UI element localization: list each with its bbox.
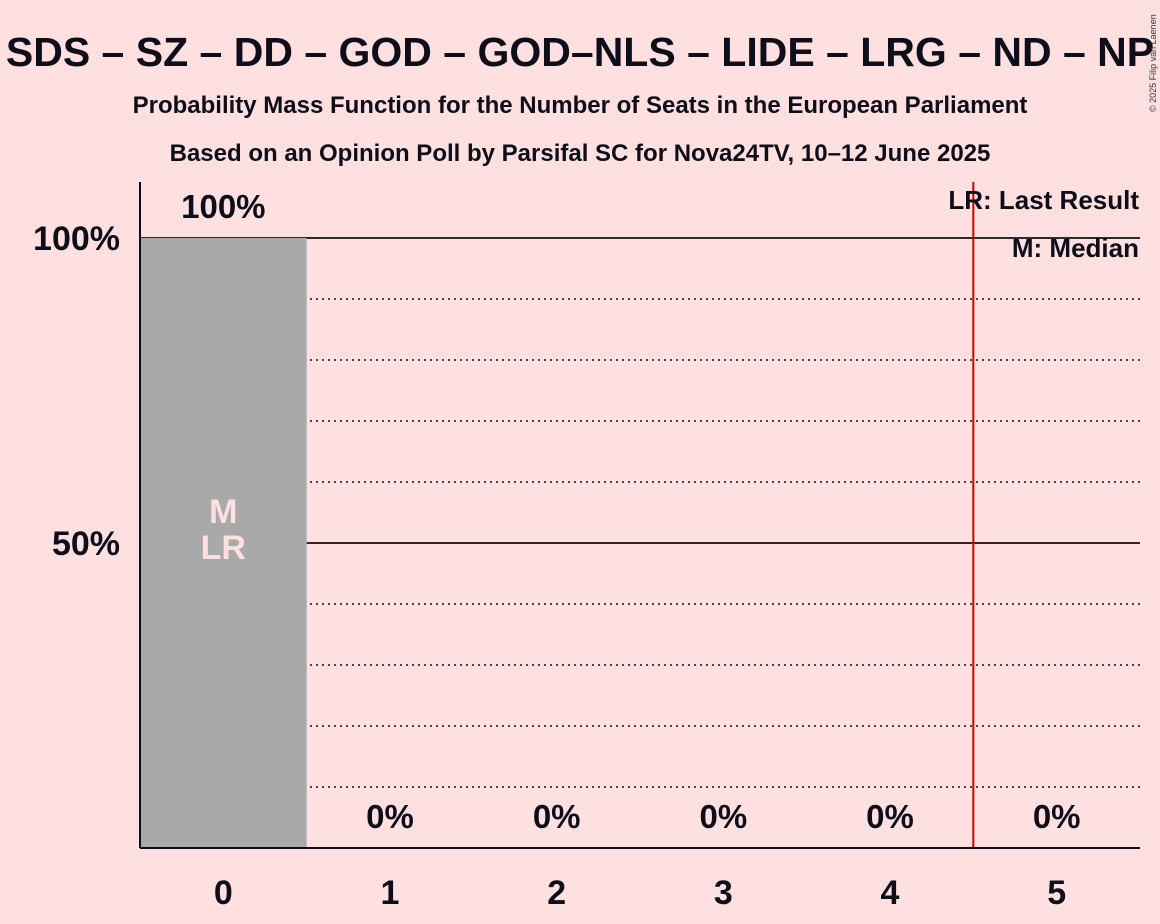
copyright-notice: © 2025 Filip van Laenen	[1148, 14, 1158, 112]
x-tick-label: 5	[1047, 874, 1066, 912]
x-tick-label: 0	[214, 874, 233, 912]
bar-0	[140, 238, 307, 848]
last-result-marker: LR	[201, 529, 246, 567]
x-tick-label: 1	[381, 874, 400, 912]
median-marker: M	[209, 493, 237, 531]
chart-subtitle: Probability Mass Function for the Number…	[133, 92, 1028, 119]
y-axis-ticks: 50% 100%	[33, 220, 120, 563]
data-label-0: 100%	[181, 188, 265, 225]
x-axis-ticks: 0 1 2 3 4 5	[214, 874, 1066, 912]
data-label-3: 0%	[699, 798, 747, 835]
x-tick-label: 3	[714, 874, 733, 912]
legend-last-result: LR: Last Result	[948, 185, 1139, 215]
bar-annotations: MLR	[201, 493, 246, 567]
chart-title: SDS – SZ – DD – GOD – GOD–NLS – LIDE – L…	[6, 29, 1154, 75]
axes	[139, 182, 1140, 849]
data-label-4: 0%	[866, 798, 914, 835]
data-label-2: 0%	[533, 798, 581, 835]
data-label-5: 0%	[1033, 798, 1081, 835]
x-tick-label: 4	[881, 874, 900, 912]
legend-median: M: Median	[1012, 233, 1139, 263]
data-labels: 100% 0% 0% 0% 0% 0%	[181, 188, 1080, 835]
x-tick-label: 2	[547, 874, 566, 912]
data-label-1: 0%	[366, 798, 414, 835]
y-tick-label: 50%	[52, 525, 120, 563]
bars	[140, 182, 975, 848]
y-tick-label: 100%	[33, 220, 120, 258]
chart-source: Based on an Opinion Poll by Parsifal SC …	[170, 140, 991, 167]
